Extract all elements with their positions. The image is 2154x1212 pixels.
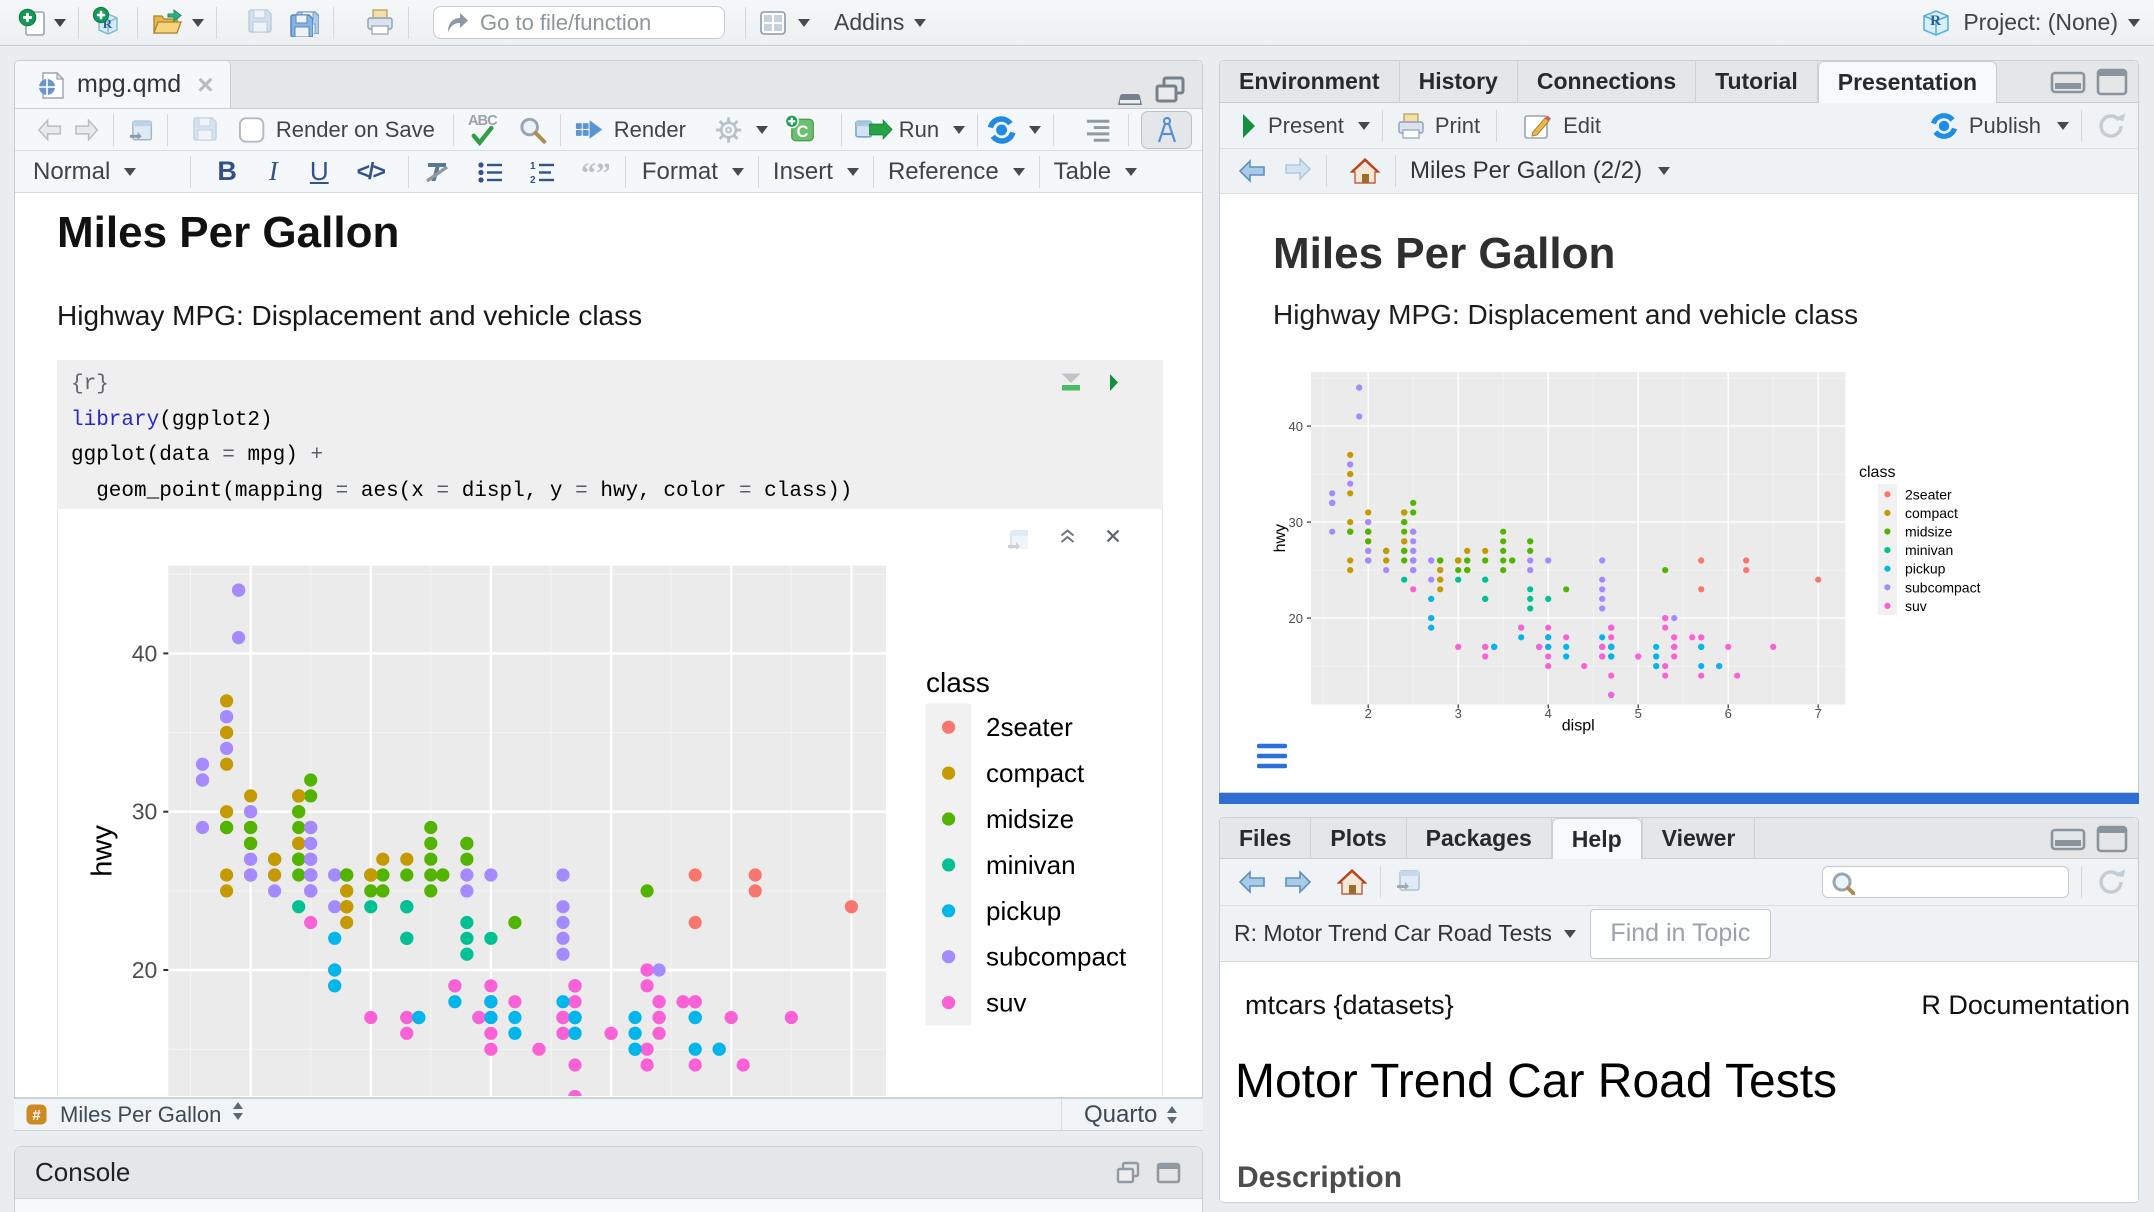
svg-text:compact: compact [986, 758, 1085, 788]
svg-text:2: 2 [530, 175, 536, 186]
svg-text:7: 7 [1815, 706, 1822, 721]
svg-text:3: 3 [1455, 706, 1462, 721]
svg-text:C: C [796, 121, 808, 140]
svg-text:midsize: midsize [986, 804, 1074, 834]
svg-text:4: 4 [1545, 706, 1552, 721]
svg-text:displ: displ [1562, 717, 1595, 734]
svg-text:1: 1 [530, 161, 536, 172]
svg-text:subcompact: subcompact [986, 942, 1127, 972]
svg-text:class: class [1859, 464, 1895, 481]
svg-text:2: 2 [1365, 706, 1372, 721]
svg-text:20: 20 [132, 957, 158, 983]
svg-text:compact: compact [1905, 505, 1958, 521]
svg-text:hwy: hwy [86, 825, 118, 877]
svg-text:2seater: 2seater [986, 712, 1073, 742]
svg-text:midsize: midsize [1905, 524, 1953, 540]
svg-text:ABC: ABC [468, 113, 498, 129]
svg-text:pickup: pickup [986, 896, 1061, 926]
svg-text:2seater: 2seater [1905, 486, 1952, 502]
svg-text:40: 40 [132, 640, 158, 666]
svg-text:30: 30 [1289, 515, 1303, 530]
svg-text:30: 30 [132, 799, 158, 825]
svg-text:6: 6 [1725, 706, 1732, 721]
svg-text:minivan: minivan [1905, 542, 1953, 558]
svg-text:pickup: pickup [1905, 561, 1946, 577]
svg-text:R: R [1930, 13, 1941, 29]
svg-text:hwy: hwy [1272, 524, 1289, 552]
svg-text:#: # [32, 1107, 41, 1124]
svg-text:class: class [926, 667, 990, 698]
svg-text:suv: suv [1905, 598, 1927, 614]
svg-text:suv: suv [986, 988, 1026, 1018]
svg-text:5: 5 [1635, 706, 1642, 721]
svg-text:minivan: minivan [986, 850, 1076, 880]
svg-text:“”: “” [581, 157, 609, 187]
svg-text:40: 40 [1289, 419, 1303, 434]
svg-text:subcompact: subcompact [1905, 579, 1981, 595]
svg-text:R: R [103, 16, 113, 31]
svg-text:20: 20 [1289, 611, 1303, 626]
